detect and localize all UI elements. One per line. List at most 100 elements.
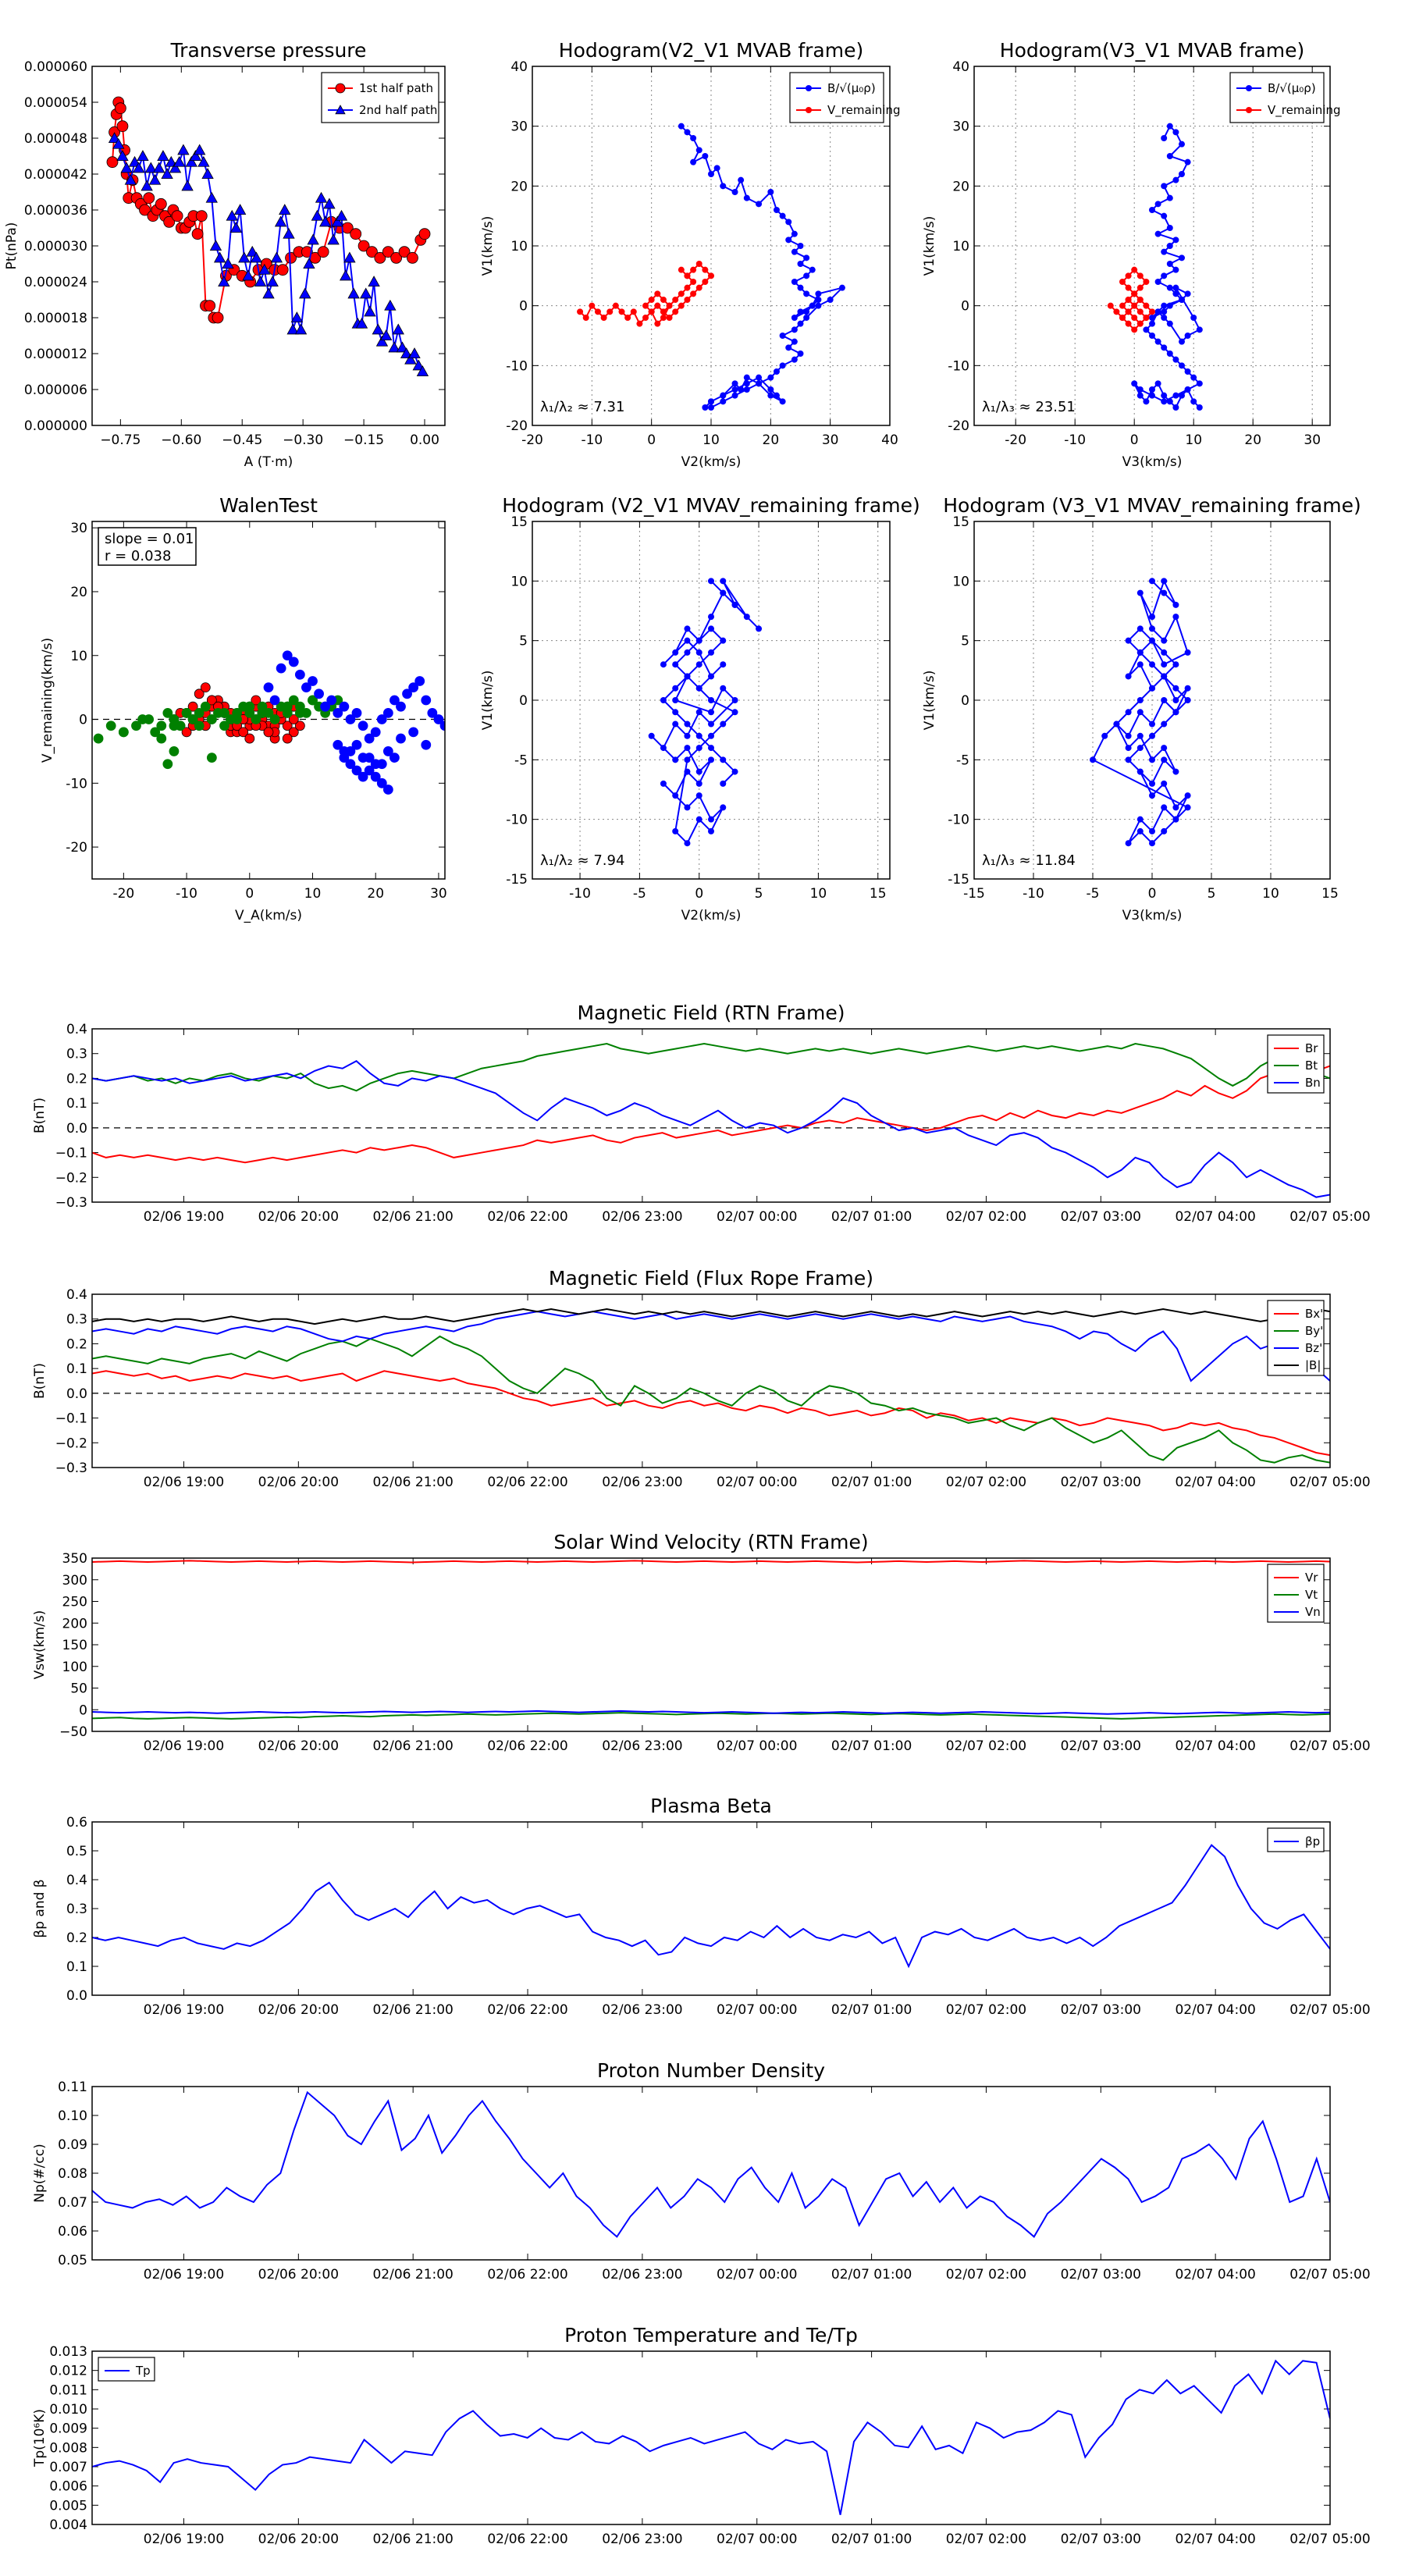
plot-area bbox=[92, 1560, 1330, 1720]
data-point bbox=[695, 745, 702, 752]
data-point bbox=[124, 173, 137, 185]
legend-box bbox=[1267, 1827, 1325, 1852]
data-point bbox=[1125, 732, 1132, 739]
data-point bbox=[1161, 649, 1168, 656]
x-axis-label: V3(km/s) bbox=[1122, 454, 1183, 470]
data-point bbox=[171, 210, 183, 222]
y-tick-label: 0.1 bbox=[66, 1959, 87, 1975]
data-point bbox=[731, 709, 738, 716]
x-tick-label: 02/07 00:00 bbox=[717, 1209, 797, 1225]
data-point bbox=[708, 625, 714, 632]
y-tick-label: 0.4 bbox=[66, 1287, 87, 1303]
data-point bbox=[181, 707, 192, 718]
data-point bbox=[1184, 792, 1191, 799]
data-point bbox=[1136, 732, 1144, 739]
data-point bbox=[672, 649, 679, 656]
legend-marker bbox=[806, 107, 812, 113]
legend: B/√(μ₀ρ) V_remaining bbox=[1229, 72, 1341, 123]
data-point bbox=[156, 733, 167, 744]
x-axis-label: V_A(km/s) bbox=[235, 908, 302, 923]
data-point bbox=[1161, 398, 1168, 405]
data-point bbox=[1136, 697, 1144, 703]
data-point bbox=[1161, 804, 1168, 811]
data-point bbox=[684, 756, 691, 763]
data-point bbox=[421, 739, 432, 750]
chart-title: Solar Wind Velocity (RTN Frame) bbox=[553, 1531, 868, 1553]
legend-marker bbox=[806, 85, 812, 91]
data-point bbox=[713, 165, 720, 172]
x-tick-label: 02/07 04:00 bbox=[1175, 2002, 1255, 2018]
data-point bbox=[1161, 697, 1168, 703]
data-point bbox=[684, 720, 691, 728]
data-point bbox=[1161, 780, 1168, 787]
chart-title: Magnetic Field (RTN Frame) bbox=[578, 1002, 845, 1024]
data-point bbox=[684, 840, 691, 847]
series-v-remaining bbox=[577, 261, 714, 327]
data-point bbox=[389, 695, 400, 706]
legend: Bx' By' Bz' |B| bbox=[1267, 1300, 1325, 1376]
data-point bbox=[690, 158, 697, 165]
data-point bbox=[1125, 673, 1132, 680]
data-point bbox=[392, 323, 404, 335]
data-point bbox=[290, 311, 304, 323]
x-tick-label: 02/07 05:00 bbox=[1289, 1209, 1370, 1225]
y-tick-label: 0.06 bbox=[58, 2224, 87, 2240]
legend-marker bbox=[1246, 107, 1252, 113]
data-point bbox=[690, 135, 697, 141]
data-point bbox=[684, 673, 691, 680]
data-point bbox=[684, 272, 691, 279]
data-point bbox=[1166, 284, 1173, 291]
x-tick-label: 02/07 03:00 bbox=[1061, 1475, 1141, 1490]
x-tick-label: -10 bbox=[176, 886, 197, 902]
legend-label: Bt bbox=[1305, 1059, 1318, 1073]
x-tick-label: 02/07 02:00 bbox=[946, 2532, 1026, 2547]
x-tick-label: 02/06 19:00 bbox=[144, 2002, 224, 2018]
data-point bbox=[1149, 732, 1155, 739]
data-point bbox=[269, 714, 280, 724]
y-tick-label: 50 bbox=[70, 1681, 87, 1697]
y-tick-label: 30 bbox=[70, 521, 87, 536]
data-point bbox=[283, 227, 295, 239]
x-tick-label: 15 bbox=[870, 886, 887, 902]
data-point bbox=[1149, 320, 1155, 327]
y-tick-label: 0.11 bbox=[58, 2080, 87, 2095]
data-point bbox=[1166, 398, 1173, 405]
data-point bbox=[339, 753, 350, 763]
data-point bbox=[366, 246, 378, 258]
y-axis-label: B(nT) bbox=[32, 1363, 48, 1399]
y-tick-label: -20 bbox=[506, 418, 528, 434]
y-tick-label: 0.005 bbox=[49, 2498, 87, 2514]
y-tick-label: 20 bbox=[952, 179, 969, 194]
y-tick-label: 0.000018 bbox=[24, 311, 87, 326]
data-point bbox=[314, 688, 324, 699]
y-tick-label: -10 bbox=[948, 358, 969, 374]
data-point bbox=[1149, 625, 1155, 632]
data-point bbox=[1179, 362, 1185, 369]
data-point bbox=[350, 228, 362, 240]
y-tick-label: −50 bbox=[59, 1724, 87, 1740]
data-point bbox=[400, 347, 413, 359]
data-point bbox=[421, 695, 432, 706]
data-point bbox=[200, 682, 211, 693]
data-point bbox=[684, 804, 691, 811]
data-point bbox=[1172, 176, 1179, 183]
data-point bbox=[1166, 153, 1173, 159]
legend-box bbox=[1229, 72, 1325, 123]
data-point bbox=[708, 756, 714, 763]
y-axis-label: βp and β bbox=[32, 1879, 48, 1937]
y-tick-label: 0.004 bbox=[49, 2517, 87, 2533]
data-point bbox=[320, 701, 331, 712]
data-point bbox=[212, 311, 224, 324]
data-point bbox=[1166, 302, 1173, 309]
y-tick-label: 0.4 bbox=[66, 1022, 87, 1037]
x-tick-label: -20 bbox=[521, 432, 543, 448]
data-point bbox=[624, 315, 631, 321]
data-point bbox=[360, 287, 372, 299]
y-tick-label: 10 bbox=[70, 649, 87, 664]
data-point bbox=[357, 771, 368, 782]
series-line bbox=[92, 1335, 1330, 1464]
series-line bbox=[92, 1712, 1330, 1720]
data-point bbox=[779, 362, 786, 369]
x-tick-label: 02/07 01:00 bbox=[831, 1475, 912, 1490]
